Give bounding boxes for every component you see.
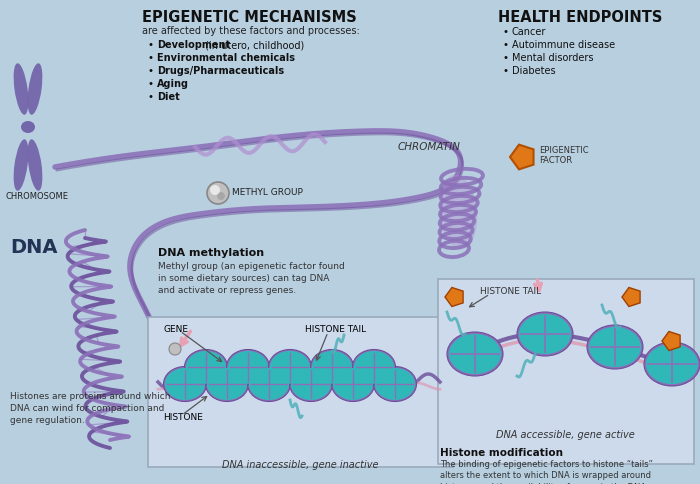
Text: Histones are proteins around which
DNA can wind for compaction and
gene regulati: Histones are proteins around which DNA c…	[10, 391, 171, 424]
Text: DNA inaccessible, gene inactive: DNA inaccessible, gene inactive	[222, 459, 378, 469]
Circle shape	[207, 182, 229, 205]
Text: (in utero, childhood): (in utero, childhood)	[202, 40, 304, 50]
Ellipse shape	[270, 351, 310, 383]
Ellipse shape	[27, 64, 43, 116]
Ellipse shape	[312, 351, 352, 383]
Ellipse shape	[646, 344, 698, 384]
Text: DNA accessible, gene active: DNA accessible, gene active	[496, 429, 634, 439]
Text: Autoimmune disease: Autoimmune disease	[512, 40, 615, 50]
Circle shape	[169, 343, 181, 355]
Text: CHROMOSOME: CHROMOSOME	[5, 192, 68, 200]
Text: Cancer: Cancer	[512, 27, 547, 37]
Text: EPIGENETIC
FACTOR: EPIGENETIC FACTOR	[539, 146, 589, 165]
Ellipse shape	[13, 64, 29, 116]
Text: Diabetes: Diabetes	[512, 66, 556, 76]
Ellipse shape	[249, 368, 289, 400]
Ellipse shape	[227, 350, 270, 385]
Text: The binding of epigenetic factors to histone “tails”
alters the extent to which : The binding of epigenetic factors to his…	[440, 459, 653, 484]
Text: Environmental chemicals: Environmental chemicals	[157, 53, 295, 63]
Ellipse shape	[374, 367, 416, 402]
Text: •: •	[502, 53, 508, 63]
Ellipse shape	[589, 327, 641, 367]
FancyBboxPatch shape	[148, 318, 453, 467]
Ellipse shape	[185, 350, 228, 385]
Text: HISTONE TAIL: HISTONE TAIL	[305, 324, 366, 333]
Text: •: •	[502, 27, 508, 37]
Text: •: •	[147, 92, 153, 102]
Ellipse shape	[290, 367, 332, 402]
Text: DNA methylation: DNA methylation	[158, 247, 264, 257]
Ellipse shape	[165, 368, 205, 400]
Text: EPIGENETIC MECHANISMS: EPIGENETIC MECHANISMS	[142, 10, 357, 25]
Text: •: •	[147, 79, 153, 89]
Text: •: •	[147, 40, 153, 50]
Ellipse shape	[333, 368, 373, 400]
Ellipse shape	[447, 333, 503, 376]
Text: Histone modification: Histone modification	[440, 447, 563, 457]
Ellipse shape	[13, 140, 29, 191]
Text: Drugs/Pharmaceuticals: Drugs/Pharmaceuticals	[157, 66, 284, 76]
Text: HISTONE TAIL: HISTONE TAIL	[480, 287, 541, 295]
Text: Mental disorders: Mental disorders	[512, 53, 594, 63]
FancyBboxPatch shape	[438, 279, 694, 464]
Text: METHYL GROUP: METHYL GROUP	[232, 188, 303, 197]
Ellipse shape	[587, 325, 643, 369]
Ellipse shape	[248, 367, 290, 402]
Ellipse shape	[353, 350, 396, 385]
Ellipse shape	[519, 314, 571, 354]
Ellipse shape	[439, 175, 477, 250]
Text: HISTONE: HISTONE	[163, 412, 203, 421]
Text: •: •	[502, 66, 508, 76]
Text: HEALTH ENDPOINTS: HEALTH ENDPOINTS	[498, 10, 662, 25]
Text: Diet: Diet	[157, 92, 180, 102]
Text: Aging: Aging	[157, 79, 189, 89]
Text: •: •	[502, 40, 508, 50]
Ellipse shape	[269, 350, 312, 385]
Ellipse shape	[206, 367, 248, 402]
Circle shape	[217, 193, 225, 200]
Circle shape	[210, 186, 220, 196]
Ellipse shape	[291, 368, 331, 400]
Ellipse shape	[207, 368, 247, 400]
Text: Development: Development	[157, 40, 230, 50]
Text: are affected by these factors and processes:: are affected by these factors and proces…	[142, 26, 360, 36]
Ellipse shape	[21, 122, 35, 134]
Ellipse shape	[228, 351, 268, 383]
Ellipse shape	[27, 140, 43, 191]
Text: Methyl group (an epigenetic factor found
in some dietary sources) can tag DNA
an: Methyl group (an epigenetic factor found…	[158, 261, 344, 294]
Text: •: •	[147, 53, 153, 63]
Ellipse shape	[164, 367, 206, 402]
Ellipse shape	[354, 351, 394, 383]
Text: •: •	[147, 66, 153, 76]
Ellipse shape	[311, 350, 354, 385]
Text: DNA: DNA	[10, 238, 57, 257]
Text: CHROMATIN: CHROMATIN	[398, 142, 461, 151]
Ellipse shape	[644, 342, 700, 386]
Ellipse shape	[449, 334, 501, 374]
Ellipse shape	[186, 351, 226, 383]
Ellipse shape	[332, 367, 375, 402]
Text: GENE: GENE	[163, 324, 188, 333]
Ellipse shape	[517, 312, 573, 356]
Ellipse shape	[375, 368, 415, 400]
